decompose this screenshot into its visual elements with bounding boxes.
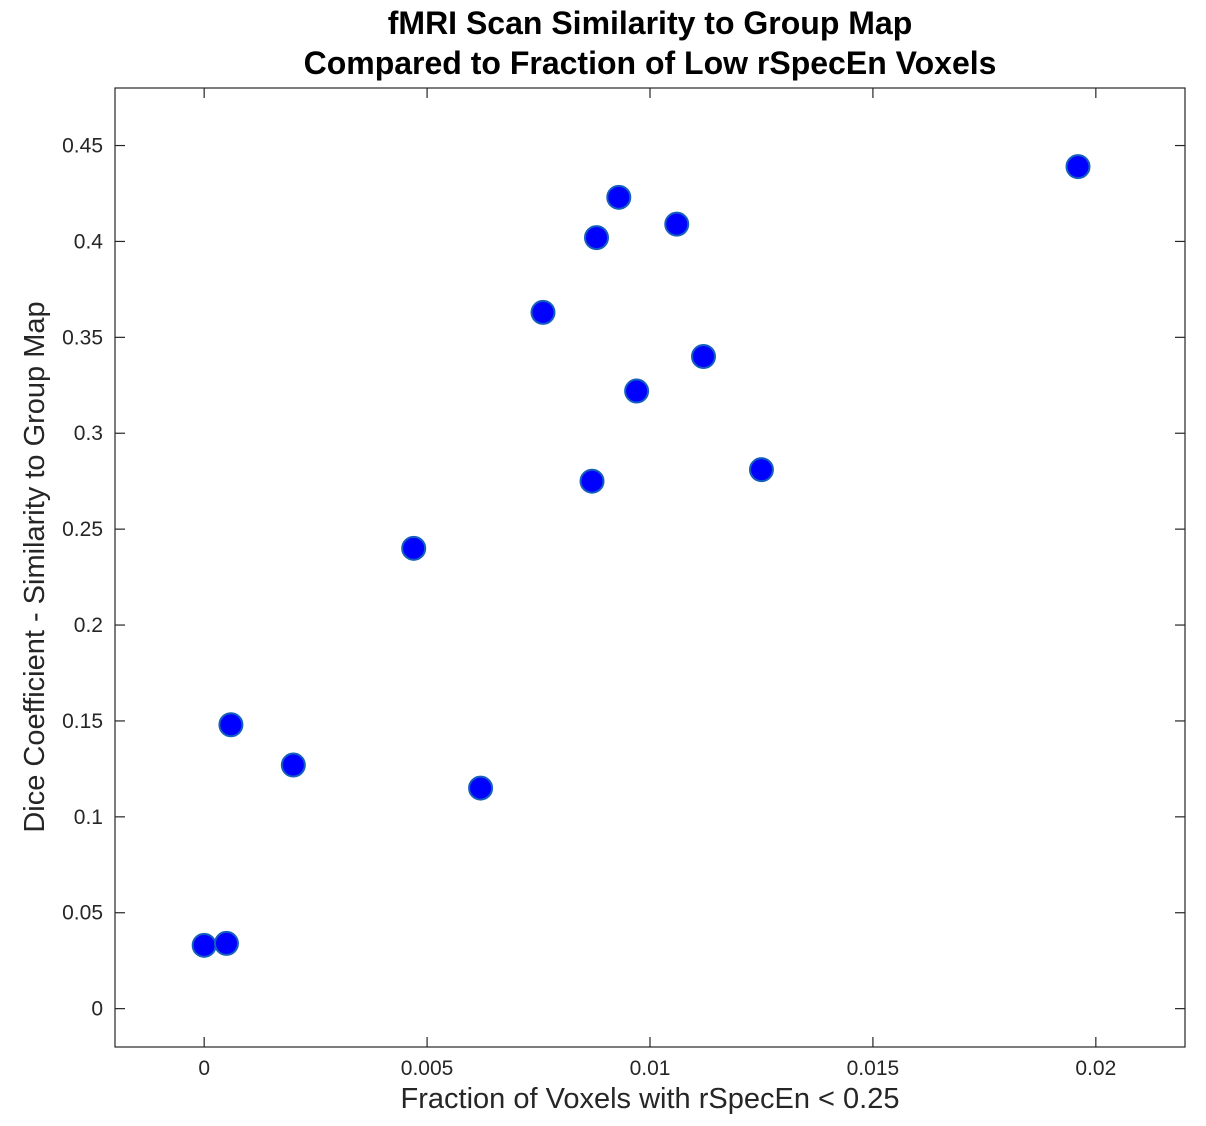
x-tick-label: 0.005: [401, 1057, 454, 1080]
data-point: [664, 211, 690, 237]
data-point: [579, 468, 605, 494]
data-point: [748, 457, 774, 483]
chart-title-line-1: fMRI Scan Similarity to Group Map: [388, 5, 913, 41]
y-axis-label: Dice Coefficient - Similarity to Group M…: [19, 301, 51, 832]
x-tick-label: 0.015: [847, 1057, 900, 1080]
y-tick-label: 0.15: [62, 710, 103, 733]
plot-area-frame: [114, 87, 1186, 1048]
x-axis-ticks: 0 0.005 0.01 0.015 0.02: [198, 88, 1116, 1080]
y-tick-label: 0.35: [62, 326, 103, 349]
x-tick-label: 0.01: [630, 1057, 671, 1080]
y-tick-label: 0.4: [74, 230, 104, 253]
data-point: [468, 775, 494, 801]
data-point: [280, 752, 306, 778]
y-tick-label: 0.45: [62, 135, 103, 158]
data-point: [624, 378, 650, 404]
data-points: [191, 154, 1091, 958]
chart-title-line-2: Compared to Fraction of Low rSpecEn Voxe…: [304, 45, 997, 81]
y-tick-label: 0.25: [62, 518, 103, 541]
data-point: [606, 184, 632, 210]
data-point: [530, 299, 556, 325]
data-point: [1065, 154, 1091, 180]
y-tick-label: 0.05: [62, 902, 103, 925]
data-point: [218, 712, 244, 738]
data-point: [401, 535, 427, 561]
y-axis-ticks: 0 0.05 0.1 0.15 0.2 0.25 0.3 0.35 0.4 0.45: [62, 135, 1185, 1021]
data-point: [584, 225, 609, 251]
x-tick-label: 0.02: [1075, 1057, 1116, 1080]
data-point: [691, 344, 716, 370]
y-tick-label: 0.2: [74, 614, 103, 637]
x-tick-label: 0: [198, 1057, 210, 1080]
x-axis-label: Fraction of Voxels with rSpecEn < 0.25: [401, 1083, 900, 1115]
y-tick-label: 0: [91, 998, 103, 1021]
y-tick-label: 0.1: [74, 806, 103, 829]
data-point: [191, 932, 217, 958]
y-tick-label: 0.3: [74, 422, 103, 445]
data-point: [213, 930, 239, 956]
